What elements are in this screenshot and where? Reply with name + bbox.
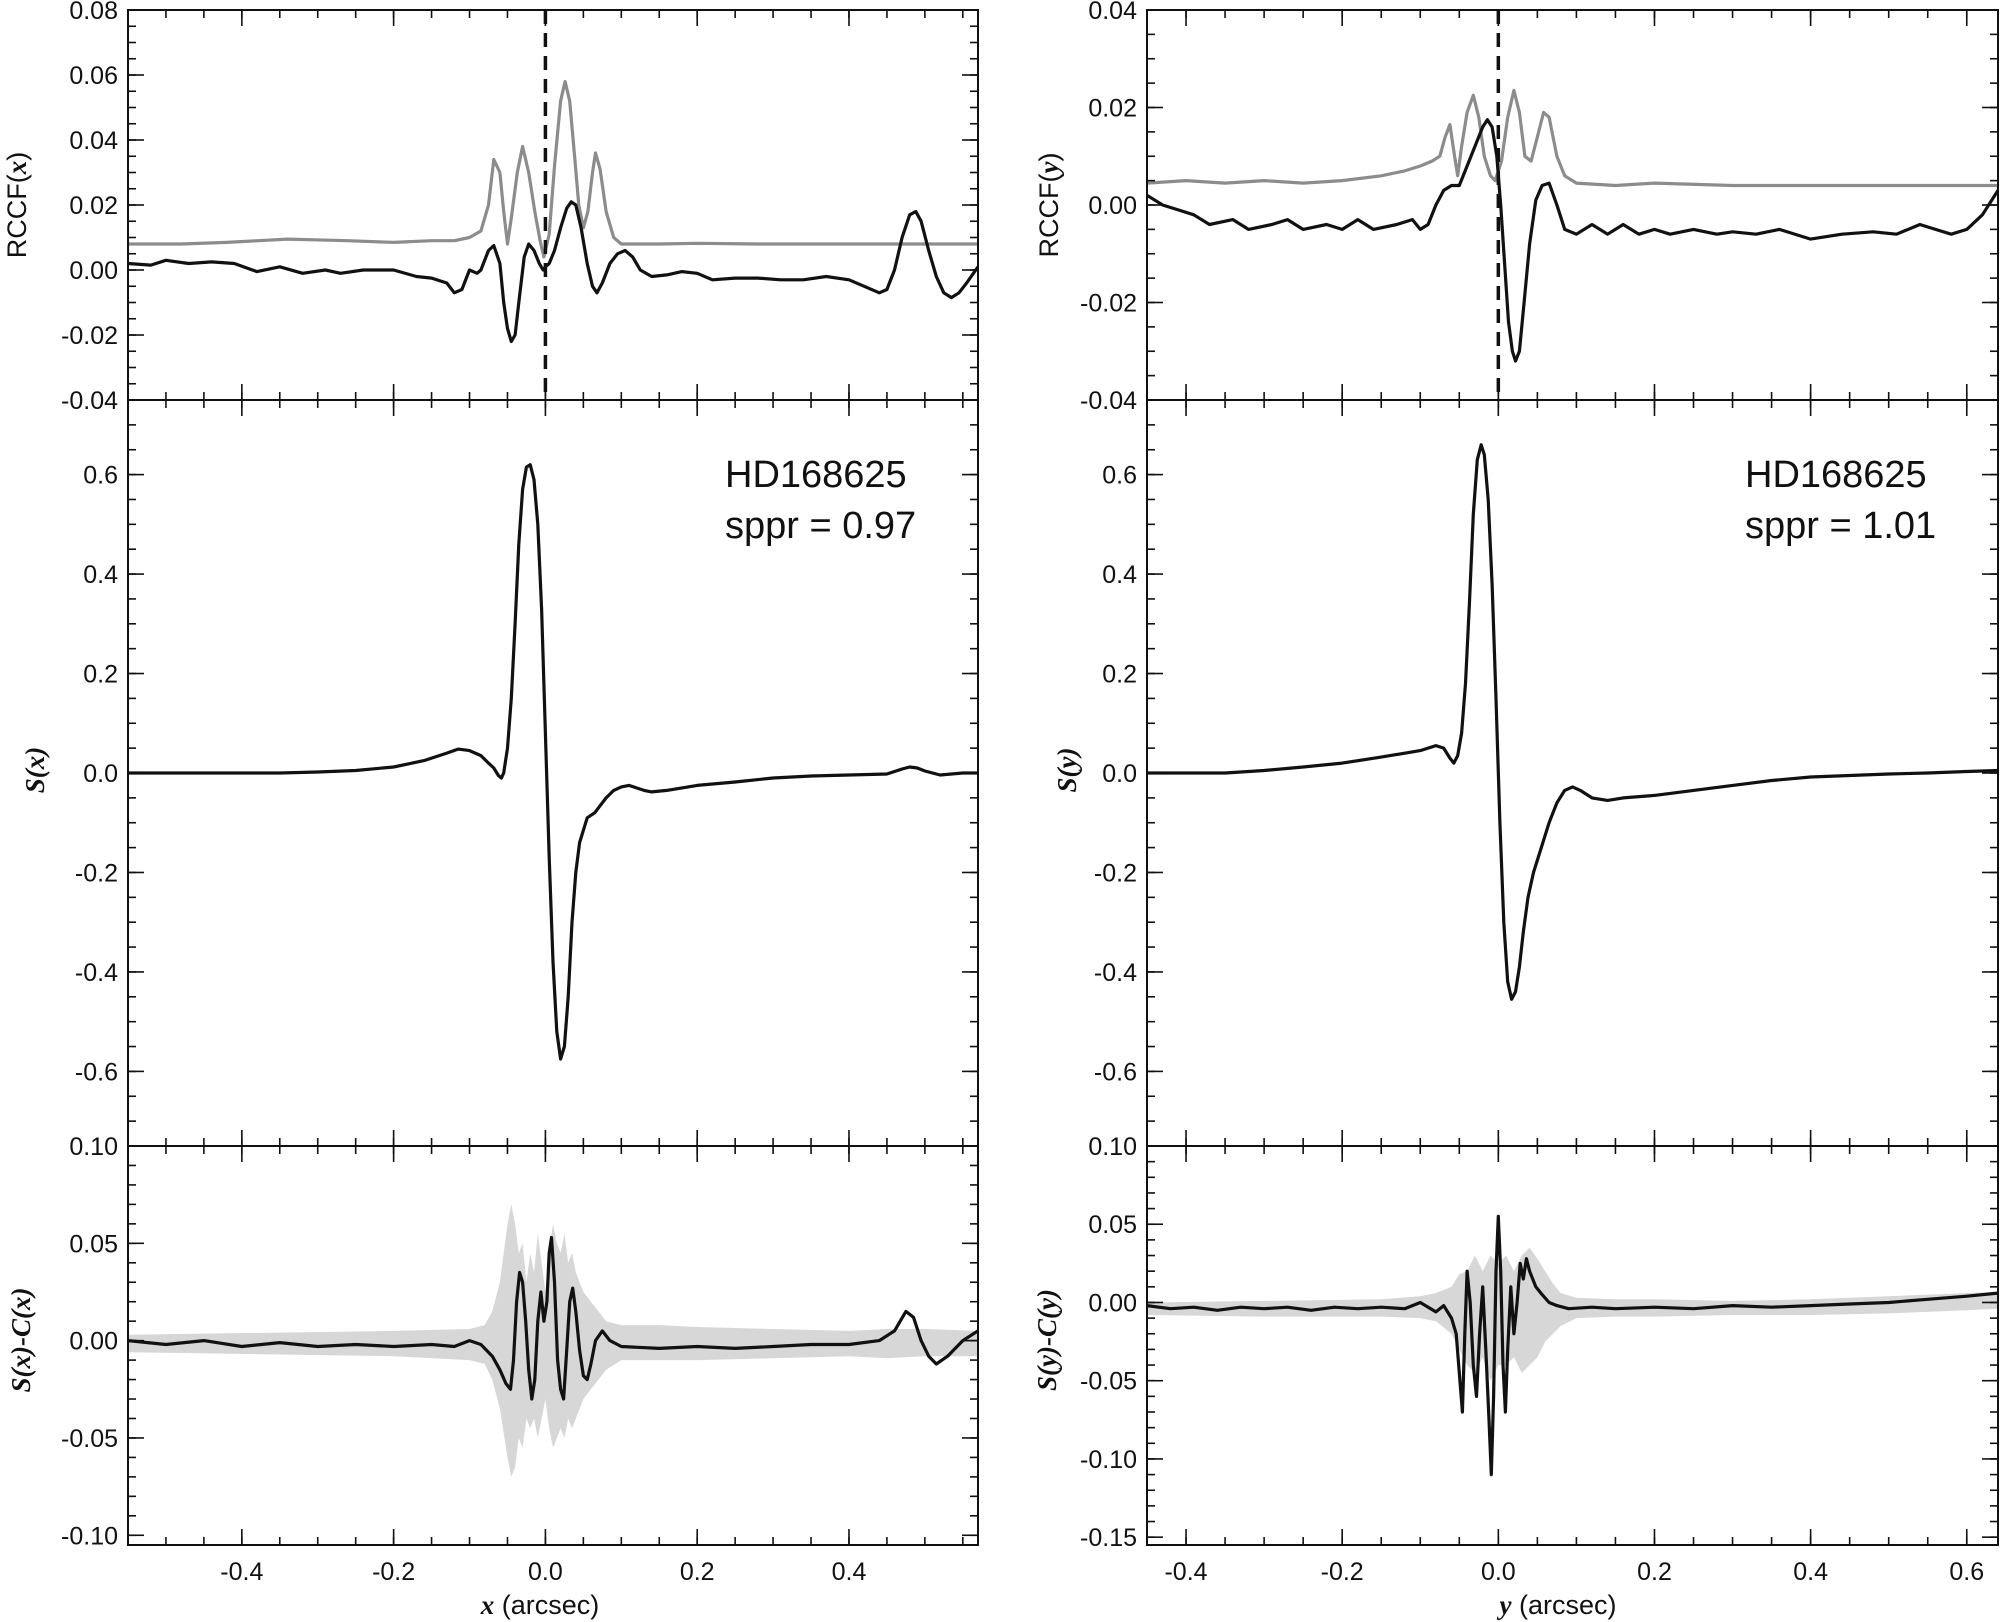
x-residual-x-tick-label: 0.2 bbox=[680, 1558, 715, 1586]
x-signal-y-tick-label: -0.6 bbox=[75, 1058, 118, 1086]
y-residual-frame bbox=[1146, 1145, 1999, 1546]
x-residual-y-tick-label: 0.10 bbox=[69, 1133, 118, 1161]
y-signal-panel: S(y) HD168625 sppr = 1.01 0.6 0.4 0.2 0.0 -0… bbox=[1052, 399, 1999, 1147]
x-rccf-series-1-line bbox=[128, 200, 978, 344]
x-residual-plot-area bbox=[128, 1204, 978, 1477]
y-rccf-y-tick-label: 0.04 bbox=[1088, 0, 1137, 25]
x-rccf-y-tick-label: 0.00 bbox=[69, 257, 118, 285]
y-residual-y-tick-label: 0.10 bbox=[1088, 1133, 1137, 1161]
x-rccf-y-tick-label: 0.02 bbox=[69, 192, 118, 220]
x-rccf-panel: RCCF(x) 0.08 0.06 0.04 0.02 0.00 -0.02 -0.04 bbox=[2, 0, 979, 415]
x-signal-y-tick-label: 0.6 bbox=[83, 462, 118, 490]
y-rccf-y-tick-label: 0.02 bbox=[1088, 95, 1137, 123]
x-residual-x-tick-label: -0.2 bbox=[372, 1558, 415, 1586]
y-signal-y-tick-label: 0.0 bbox=[1102, 760, 1137, 788]
y-residual-ylabel: S(y)-C(y) bbox=[1032, 1289, 1062, 1391]
x-residual-series-0-line bbox=[128, 1235, 978, 1401]
y-residual-y-tick-label: -0.15 bbox=[1080, 1524, 1137, 1552]
x-signal-star-name: HD168625 bbox=[725, 454, 907, 496]
y-residual-x-tick-label: 0.6 bbox=[1949, 1558, 1984, 1586]
x-residual-ylabel: S(x)-C(x) bbox=[6, 1288, 36, 1393]
y-residual-x-tick-label: 0.4 bbox=[1793, 1558, 1828, 1586]
y-rccf-y-tick-label: -0.02 bbox=[1080, 290, 1137, 318]
x-signal-plot-area bbox=[128, 463, 978, 1061]
y-rccf-series-0-line bbox=[1147, 88, 1998, 188]
x-signal-y-tick-label: -0.4 bbox=[75, 959, 118, 987]
x-signal-y-tick-label: 0.4 bbox=[83, 561, 118, 589]
x-residual-y-tick-label: 0.00 bbox=[69, 1328, 118, 1356]
y-residual-x-tick-label: -0.2 bbox=[1321, 1558, 1364, 1586]
y-signal-y-tick-label: -0.2 bbox=[1094, 859, 1137, 887]
y-residual-series-0-line bbox=[1147, 1214, 1998, 1477]
x-signal-ylabel: S(x) bbox=[20, 747, 50, 794]
y-signal-star-name: HD168625 bbox=[1745, 454, 1927, 496]
x-residual-uncertainty-band bbox=[128, 1204, 978, 1477]
y-signal-y-tick-label: -0.4 bbox=[1094, 959, 1137, 987]
y-signal-plot-area bbox=[1147, 443, 1998, 1001]
y-signal-y-tick-label: 0.4 bbox=[1102, 561, 1137, 589]
y-residual-y-tick-label: 0.05 bbox=[1088, 1211, 1137, 1239]
y-rccf-frame bbox=[1146, 9, 1999, 401]
x-signal-y-tick-label: -0.2 bbox=[75, 859, 118, 887]
x-rccf-ylabel: RCCF(x) bbox=[2, 152, 32, 258]
y-signal-series-0-line bbox=[1147, 443, 1998, 1001]
x-rccf-y-tick-label: 0.04 bbox=[69, 127, 118, 155]
x-signal-series-0-line bbox=[128, 463, 978, 1061]
y-rccf-panel: RCCF(y) 0.04 0.02 0.00 -0.02 -0.04 bbox=[1034, 0, 1999, 415]
x-rccf-y-tick-label: -0.04 bbox=[61, 387, 118, 415]
y-axis-label: y (arcsec) bbox=[1497, 1590, 1617, 1620]
y-residual-x-tick-label: 0.2 bbox=[1637, 1558, 1672, 1586]
x-rccf-series-0-line bbox=[128, 79, 978, 259]
x-rccf-y-tick-label: 0.06 bbox=[69, 62, 118, 90]
y-residual-y-tick-label: -0.10 bbox=[1080, 1446, 1137, 1474]
y-residual-x-tick-label: -0.4 bbox=[1164, 1558, 1207, 1586]
y-signal-y-tick-label: 0.2 bbox=[1102, 661, 1137, 689]
y-rccf-plot-area bbox=[1147, 10, 1998, 400]
x-residual-x-tick-label: 0.4 bbox=[832, 1558, 867, 1586]
x-signal-panel: S(x) HD168625 sppr = 0.97 0.6 0.4 0.2 0.0 -0… bbox=[20, 399, 979, 1147]
y-rccf-ylabel: RCCF(y) bbox=[1034, 153, 1064, 258]
x-rccf-y-tick-label: 0.08 bbox=[69, 0, 118, 25]
x-signal-y-tick-label: 0.0 bbox=[83, 760, 118, 788]
x-residual-x-tick-label: -0.4 bbox=[220, 1558, 263, 1586]
x-signal-sppr: sppr = 0.97 bbox=[725, 505, 916, 547]
y-signal-ylabel: S(y) bbox=[1052, 748, 1082, 793]
y-residual-y-tick-label: -0.05 bbox=[1080, 1368, 1137, 1396]
x-residual-panel: S(x)-C(x) x (arcsec) 0.10 0.05 0.00 -0.05 -0… bbox=[6, 1133, 979, 1620]
x-signal-y-tick-label: 0.2 bbox=[83, 661, 118, 689]
y-signal-sppr: sppr = 1.01 bbox=[1745, 505, 1936, 547]
y-rccf-y-tick-label: 0.00 bbox=[1088, 192, 1137, 220]
x-residual-x-tick-label: 0.0 bbox=[528, 1558, 563, 1586]
y-residual-x-tick-label: 0.0 bbox=[1481, 1558, 1516, 1586]
y-residual-plot-area bbox=[1147, 1214, 1998, 1477]
y-residual-y-tick-label: 0.00 bbox=[1088, 1289, 1137, 1317]
y-signal-y-tick-label: -0.6 bbox=[1094, 1058, 1137, 1086]
x-rccf-plot-area bbox=[128, 10, 978, 400]
x-residual-y-tick-label: 0.05 bbox=[69, 1230, 118, 1258]
x-residual-y-tick-label: -0.05 bbox=[61, 1425, 118, 1453]
y-signal-y-tick-label: 0.6 bbox=[1102, 462, 1137, 490]
x-rccf-y-tick-label: -0.02 bbox=[61, 322, 118, 350]
x-axis-label: x (arcsec) bbox=[480, 1590, 600, 1620]
y-residual-uncertainty-band bbox=[1147, 1247, 1998, 1381]
y-rccf-series-1-line bbox=[1147, 118, 1998, 363]
x-residual-y-tick-label: -0.10 bbox=[61, 1522, 118, 1550]
y-rccf-y-tick-label: -0.04 bbox=[1080, 387, 1137, 415]
x-residual-frame bbox=[127, 1145, 979, 1546]
y-residual-panel: S(y)-C(y) y (arcsec) 0.10 0.05 0.00 -0.05 -0… bbox=[1032, 1133, 1999, 1620]
